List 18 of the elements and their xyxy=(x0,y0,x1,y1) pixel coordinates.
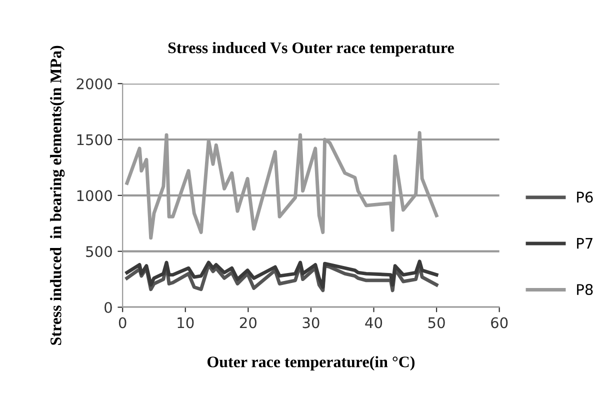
y-tick-label: 1500 xyxy=(77,134,112,146)
x-tick-label: 20 xyxy=(240,317,256,328)
x-tick-label: 10 xyxy=(178,317,194,328)
y-tick-label: 2000 xyxy=(76,78,112,90)
chart-title: Stress induced Vs Outer race temperature xyxy=(168,42,454,56)
y-tick-label: 0 xyxy=(104,302,112,313)
y-tick-label: 1000 xyxy=(77,190,112,202)
legend-label: P8 xyxy=(577,284,593,296)
legend-label: P6 xyxy=(577,192,593,203)
x-tick-label: 60 xyxy=(491,317,508,328)
y-tick-label: 500 xyxy=(86,246,112,258)
x-tick-label: 0 xyxy=(118,317,126,328)
y-axis-title: Stress induced in bearing elements(in MPa) xyxy=(50,46,65,345)
x-tick-label: 50 xyxy=(428,317,445,328)
x-axis-title: Outer race temperature(in °C) xyxy=(207,356,415,371)
legend-label: P7 xyxy=(577,238,592,249)
x-tick-label: 30 xyxy=(302,317,320,328)
x-tick-label: 40 xyxy=(365,317,382,328)
